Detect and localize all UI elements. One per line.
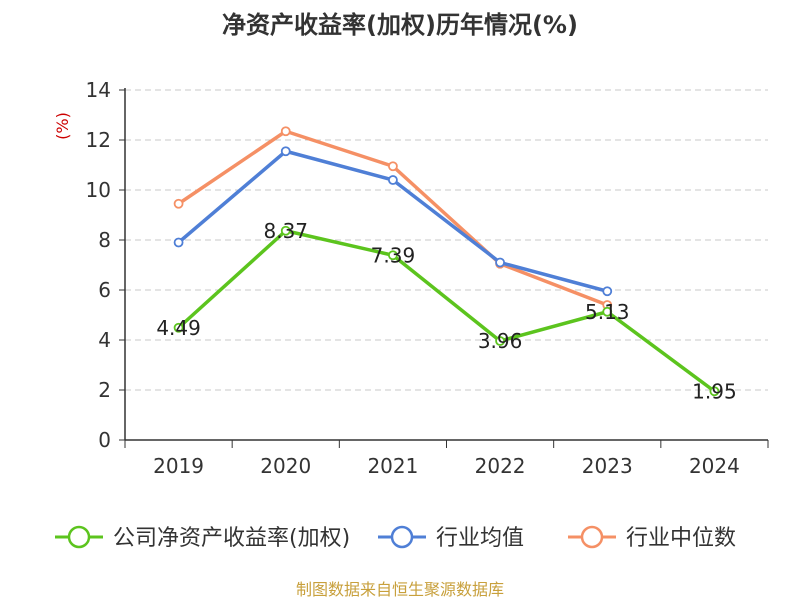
x-tick-label: 2021 [367, 454, 418, 478]
data-label: 1.95 [692, 379, 737, 403]
data-point [173, 237, 184, 248]
series-line-0 [177, 229, 716, 393]
data-point [388, 250, 398, 261]
gridlines [125, 89, 768, 391]
y-tick-label: 8 [98, 228, 111, 252]
legend-label: 行业均值 [436, 526, 524, 551]
data-point [388, 175, 398, 185]
y-tick-label: 12 [86, 128, 111, 152]
data-point [602, 286, 613, 297]
data-label: 4.49 [156, 316, 201, 340]
y-tick-label: 0 [98, 428, 111, 452]
data-label: 7.39 [371, 243, 416, 267]
data-point [280, 126, 291, 137]
legend-swatch-marker [580, 525, 604, 549]
y-tick-labels: 0 2 4 6 8 10 12 14 [86, 78, 111, 452]
x-tick-label: 2022 [475, 454, 526, 478]
series-lines [173, 126, 720, 397]
x-tick-label: 2023 [582, 454, 633, 478]
data-point [280, 225, 291, 236]
legend-swatch-marker [67, 525, 91, 549]
data-point [709, 386, 720, 397]
y-tick-label: 14 [86, 78, 111, 102]
x-tick-labels: 2019 2020 2021 2022 2023 2024 [153, 454, 740, 478]
data-point [495, 336, 505, 346]
legend-label: 行业中位数 [626, 526, 736, 551]
axes [119, 88, 769, 448]
data-point [388, 161, 398, 172]
data-label: 5.13 [585, 300, 630, 324]
legend-item-0[interactable]: 公司净资产收益率(加权) [55, 525, 350, 551]
data-point [173, 198, 184, 209]
data-point [495, 257, 505, 268]
x-tick-label: 2024 [689, 454, 740, 478]
y-tick-label: 2 [98, 378, 111, 402]
legend-label: 公司净资产收益率(加权) [113, 526, 350, 551]
source-note: 制图数据来自恒生聚源数据库 [296, 580, 504, 599]
x-tick-label: 2019 [153, 454, 204, 478]
y-tick-label: 10 [86, 178, 111, 202]
data-point [173, 322, 184, 333]
data-labels: 4.49 8.37 7.39 3.96 5.13 1.95 [156, 219, 736, 404]
y-axis-label: (%) [53, 112, 72, 140]
data-point [602, 306, 613, 317]
data-point [280, 146, 291, 157]
legend-item-1[interactable]: 行业均值 [378, 525, 524, 551]
y-tick-label: 6 [98, 278, 111, 302]
legend[interactable]: 公司净资产收益率(加权) 行业均值 行业中位数 [55, 525, 736, 551]
legend-swatch-marker [390, 525, 414, 549]
y-tick-label: 4 [98, 328, 111, 352]
data-label: 3.96 [478, 329, 523, 353]
data-label: 8.37 [263, 219, 308, 243]
legend-item-2[interactable]: 行业中位数 [568, 525, 736, 551]
chart-title: 净资产收益率(加权)历年情况(%) [222, 11, 578, 39]
series-line-2 [177, 129, 608, 307]
x-tick-label: 2020 [260, 454, 311, 478]
